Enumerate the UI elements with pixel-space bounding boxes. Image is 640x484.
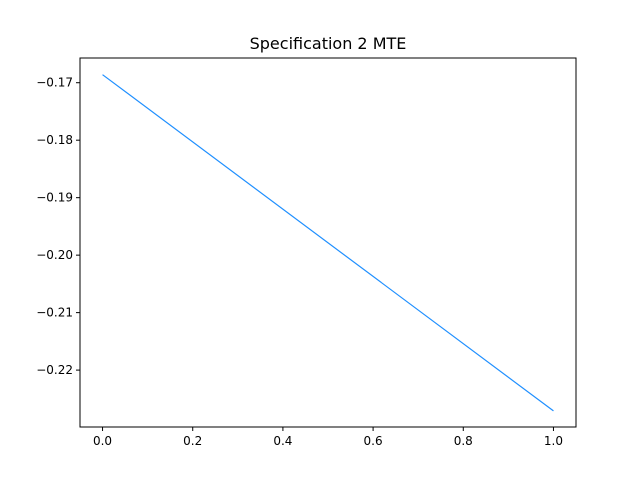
y-tick-label: −0.17 <box>36 76 73 90</box>
x-axis: 0.0 0.2 0.4 0.6 0.8 1.0 <box>93 427 563 448</box>
y-axis: −0.17 −0.18 −0.19 −0.20 −0.21 −0.22 <box>36 76 80 377</box>
y-tick-label: −0.19 <box>36 191 73 205</box>
y-tick-label: −0.20 <box>36 248 73 262</box>
series-layer <box>102 74 554 412</box>
x-tick-label: 1.0 <box>544 434 563 448</box>
y-tick-label: −0.21 <box>36 306 73 320</box>
x-tick-label: 0.2 <box>183 434 202 448</box>
x-tick-label: 0.4 <box>273 434 292 448</box>
x-tick-label: 0.0 <box>93 434 112 448</box>
y-tick-label: −0.18 <box>36 133 73 147</box>
x-tick-label: 0.6 <box>364 434 383 448</box>
plot-frame <box>79 57 577 428</box>
x-tick-label: 0.8 <box>454 434 473 448</box>
y-tick-label: −0.22 <box>36 363 73 377</box>
chart-title: Specification 2 MTE <box>250 34 407 53</box>
series-line-0 <box>102 74 554 412</box>
